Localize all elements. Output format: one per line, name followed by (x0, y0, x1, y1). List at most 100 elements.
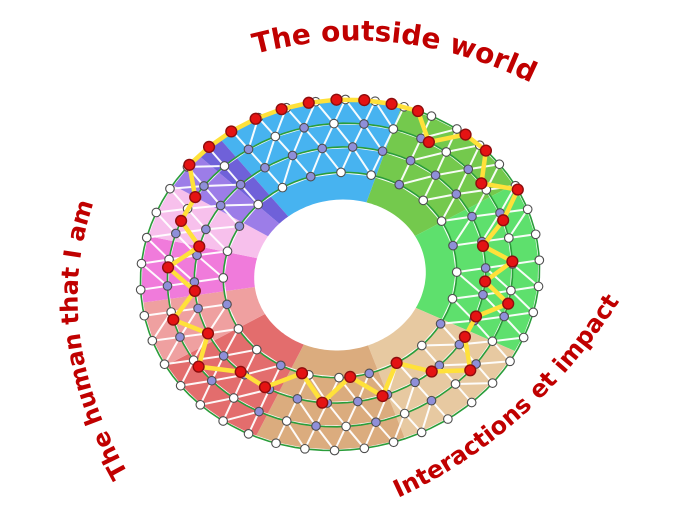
red-node[interactable] (425, 365, 438, 378)
red-node[interactable] (249, 112, 262, 125)
node[interactable] (506, 285, 516, 296)
node[interactable] (480, 263, 491, 273)
node[interactable] (418, 195, 429, 206)
node[interactable] (352, 396, 363, 407)
red-node[interactable] (422, 135, 435, 149)
node[interactable] (215, 200, 226, 211)
node[interactable] (287, 150, 298, 161)
red-node[interactable] (275, 103, 288, 116)
node[interactable] (159, 359, 170, 370)
red-node[interactable] (201, 327, 215, 340)
node[interactable] (243, 144, 254, 155)
red-node[interactable] (376, 389, 389, 403)
node[interactable] (233, 323, 244, 334)
node[interactable] (364, 368, 375, 379)
red-node[interactable] (411, 104, 425, 118)
red-node[interactable] (469, 310, 483, 323)
node[interactable] (443, 414, 453, 424)
node[interactable] (463, 164, 474, 175)
node[interactable] (505, 356, 515, 367)
node[interactable] (270, 131, 281, 142)
node[interactable] (450, 379, 461, 389)
node[interactable] (234, 221, 245, 232)
red-node[interactable] (330, 93, 343, 106)
node[interactable] (336, 167, 346, 178)
node[interactable] (377, 146, 388, 157)
red-node[interactable] (188, 284, 201, 297)
red-node[interactable] (385, 97, 398, 110)
node[interactable] (426, 111, 437, 121)
node[interactable] (410, 377, 420, 388)
red-node[interactable] (295, 367, 309, 380)
node[interactable] (175, 380, 186, 391)
red-node[interactable] (192, 360, 205, 373)
node[interactable] (451, 267, 462, 277)
node[interactable] (522, 204, 533, 215)
node[interactable] (175, 332, 185, 342)
node[interactable] (454, 339, 465, 350)
node[interactable] (218, 351, 229, 361)
red-node[interactable] (358, 94, 371, 107)
node[interactable] (426, 395, 437, 406)
red-node[interactable] (193, 240, 206, 253)
node[interactable] (147, 335, 158, 346)
node[interactable] (277, 182, 288, 193)
node[interactable] (448, 240, 458, 251)
node[interactable] (441, 147, 452, 157)
red-node[interactable] (161, 261, 175, 274)
node[interactable] (394, 179, 405, 190)
node[interactable] (228, 393, 239, 403)
node[interactable] (466, 397, 477, 408)
node[interactable] (347, 142, 358, 152)
node[interactable] (201, 224, 211, 235)
red-node[interactable] (225, 125, 238, 138)
node[interactable] (405, 155, 416, 166)
node[interactable] (311, 421, 321, 431)
node[interactable] (528, 307, 539, 318)
node[interactable] (359, 443, 370, 454)
node[interactable] (300, 443, 310, 454)
node[interactable] (193, 303, 203, 314)
red-node[interactable] (475, 177, 488, 190)
node[interactable] (452, 124, 462, 134)
red-node[interactable] (316, 396, 329, 409)
node[interactable] (292, 393, 303, 404)
red-node[interactable] (234, 365, 247, 378)
node[interactable] (341, 421, 351, 432)
node[interactable] (253, 199, 264, 210)
red-node[interactable] (458, 330, 471, 343)
red-node[interactable] (497, 214, 510, 227)
node[interactable] (499, 311, 510, 322)
red-node[interactable] (511, 183, 524, 196)
node[interactable] (416, 340, 427, 351)
node[interactable] (260, 162, 270, 173)
node[interactable] (151, 207, 162, 218)
node[interactable] (251, 344, 262, 355)
node[interactable] (447, 293, 458, 304)
node[interactable] (388, 124, 399, 134)
red-node[interactable] (506, 255, 519, 268)
node[interactable] (254, 406, 264, 417)
red-node[interactable] (202, 140, 216, 153)
node[interactable] (170, 228, 181, 239)
node[interactable] (530, 229, 541, 240)
node[interactable] (139, 310, 150, 321)
red-node[interactable] (502, 297, 515, 310)
node[interactable] (195, 399, 206, 410)
node[interactable] (534, 255, 545, 266)
node[interactable] (317, 143, 328, 154)
node[interactable] (162, 281, 173, 291)
node[interactable] (305, 171, 316, 182)
node[interactable] (371, 417, 381, 428)
node[interactable] (281, 416, 292, 426)
node[interactable] (136, 258, 147, 269)
node[interactable] (206, 375, 217, 386)
node[interactable] (218, 273, 229, 283)
node[interactable] (451, 189, 462, 199)
node[interactable] (416, 427, 427, 438)
node[interactable] (235, 179, 246, 190)
node[interactable] (243, 429, 254, 439)
red-node[interactable] (479, 275, 492, 288)
node[interactable] (533, 281, 544, 292)
red-node[interactable] (479, 144, 493, 157)
